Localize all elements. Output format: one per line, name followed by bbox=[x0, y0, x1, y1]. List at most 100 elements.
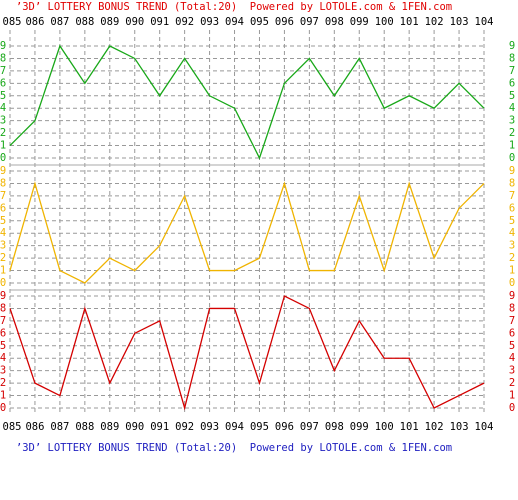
y-tick-label-right: 0 bbox=[509, 402, 515, 414]
x-tick-label-top: 088 bbox=[75, 16, 94, 28]
x-tick-label-top: 089 bbox=[100, 16, 119, 28]
x-tick-label-bottom: 095 bbox=[250, 421, 269, 433]
x-tick-label-bottom: 089 bbox=[100, 421, 119, 433]
y-tick-label-left: 8 bbox=[0, 177, 6, 189]
y-tick-label-right: 6 bbox=[509, 77, 515, 89]
x-tick-label-top: 097 bbox=[300, 16, 319, 28]
y-tick-label-left: 5 bbox=[0, 90, 6, 102]
x-tick-label-bottom: 103 bbox=[450, 421, 469, 433]
y-tick-label-left: 2 bbox=[0, 252, 6, 264]
x-tick-label-top: 091 bbox=[150, 16, 169, 28]
y-tick-label-left: 3 bbox=[0, 240, 6, 252]
y-tick-label-left: 0 bbox=[0, 402, 6, 414]
y-tick-label-right: 3 bbox=[509, 365, 515, 377]
x-tick-label-top: 095 bbox=[250, 16, 269, 28]
x-tick-label-top: 086 bbox=[25, 16, 44, 28]
y-tick-label-left: 6 bbox=[0, 327, 6, 339]
x-tick-label-top: 102 bbox=[425, 16, 444, 28]
y-tick-label-right: 0 bbox=[509, 277, 515, 289]
x-tick-label-bottom: 092 bbox=[175, 421, 194, 433]
y-tick-label-right: 9 bbox=[509, 165, 515, 177]
x-tick-label-bottom: 100 bbox=[375, 421, 394, 433]
y-tick-label-right: 2 bbox=[509, 377, 515, 389]
x-tick-label-bottom: 093 bbox=[200, 421, 219, 433]
y-tick-label-right: 5 bbox=[509, 215, 515, 227]
y-tick-label-right: 4 bbox=[509, 352, 515, 364]
x-tick-label-bottom: 085 bbox=[3, 421, 22, 433]
x-tick-label-bottom: 101 bbox=[400, 421, 419, 433]
y-tick-label-left: 5 bbox=[0, 340, 6, 352]
y-tick-label-right: 7 bbox=[509, 65, 515, 77]
x-tick-label-bottom: 099 bbox=[350, 421, 369, 433]
y-tick-label-left: 5 bbox=[0, 215, 6, 227]
y-tick-label-left: 7 bbox=[0, 315, 6, 327]
y-tick-label-left: 9 bbox=[0, 40, 6, 52]
y-tick-label-left: 6 bbox=[0, 77, 6, 89]
y-tick-label-left: 2 bbox=[0, 377, 6, 389]
y-tick-label-left: 4 bbox=[0, 227, 6, 239]
x-tick-label-top: 093 bbox=[200, 16, 219, 28]
y-tick-label-right: 8 bbox=[509, 52, 515, 64]
x-tick-label-bottom: 087 bbox=[50, 421, 69, 433]
x-tick-label-top: 087 bbox=[50, 16, 69, 28]
y-tick-label-left: 0 bbox=[0, 277, 6, 289]
x-tick-label-bottom: 088 bbox=[75, 421, 94, 433]
y-tick-label-right: 1 bbox=[509, 390, 515, 402]
y-tick-label-right: 5 bbox=[509, 340, 515, 352]
y-tick-label-right: 1 bbox=[509, 140, 515, 152]
y-tick-label-right: 5 bbox=[509, 90, 515, 102]
y-tick-label-left: 2 bbox=[0, 127, 6, 139]
y-tick-label-left: 0 bbox=[0, 152, 6, 164]
x-tick-label-bottom: 097 bbox=[300, 421, 319, 433]
y-tick-label-right: 2 bbox=[509, 252, 515, 264]
x-tick-label-top: 090 bbox=[125, 16, 144, 28]
y-tick-label-right: 2 bbox=[509, 127, 515, 139]
x-tick-label-bottom: 094 bbox=[225, 421, 244, 433]
x-tick-label-bottom: 090 bbox=[125, 421, 144, 433]
series-line bbox=[9, 181, 485, 284]
y-tick-label-right: 8 bbox=[509, 177, 515, 189]
x-tick-label-bottom: 091 bbox=[150, 421, 169, 433]
y-tick-label-right: 9 bbox=[509, 290, 515, 302]
x-tick-label-bottom: 104 bbox=[475, 421, 494, 433]
y-tick-label-left: 9 bbox=[0, 165, 6, 177]
y-tick-label-right: 4 bbox=[509, 102, 515, 114]
plot-area: 0850850860860870870880880890890900900910… bbox=[0, 16, 515, 433]
y-tick-label-left: 9 bbox=[0, 290, 6, 302]
y-tick-label-left: 7 bbox=[0, 190, 6, 202]
x-tick-label-top: 104 bbox=[475, 16, 494, 28]
y-tick-label-left: 1 bbox=[0, 390, 6, 402]
y-tick-label-left: 1 bbox=[0, 140, 6, 152]
y-tick-label-right: 6 bbox=[509, 327, 515, 339]
y-tick-label-right: 4 bbox=[509, 227, 515, 239]
y-tick-label-left: 3 bbox=[0, 115, 6, 127]
x-tick-label-bottom: 102 bbox=[425, 421, 444, 433]
x-tick-label-top: 100 bbox=[375, 16, 394, 28]
y-tick-label-left: 6 bbox=[0, 202, 6, 214]
x-tick-label-top: 094 bbox=[225, 16, 244, 28]
y-tick-label-right: 7 bbox=[509, 190, 515, 202]
y-tick-label-right: 8 bbox=[509, 302, 515, 314]
y-tick-label-left: 4 bbox=[0, 102, 6, 114]
y-tick-label-right: 1 bbox=[509, 265, 515, 277]
x-tick-label-bottom: 098 bbox=[325, 421, 344, 433]
x-tick-label-top: 092 bbox=[175, 16, 194, 28]
x-tick-label-bottom: 096 bbox=[275, 421, 294, 433]
y-tick-label-right: 7 bbox=[509, 315, 515, 327]
y-tick-label-left: 7 bbox=[0, 65, 6, 77]
y-tick-label-right: 0 bbox=[509, 152, 515, 164]
y-tick-label-left: 3 bbox=[0, 365, 6, 377]
y-tick-label-right: 9 bbox=[509, 40, 515, 52]
x-tick-label-top: 098 bbox=[325, 16, 344, 28]
y-tick-label-left: 4 bbox=[0, 352, 6, 364]
chart-footer-title: ’3D’ LOTTERY BONUS TREND (Total:20) Powe… bbox=[16, 442, 452, 454]
x-tick-label-top: 103 bbox=[450, 16, 469, 28]
x-tick-label-bottom: 086 bbox=[25, 421, 44, 433]
y-tick-label-right: 6 bbox=[509, 202, 515, 214]
chart-title: ’3D’ LOTTERY BONUS TREND (Total:20) Powe… bbox=[16, 1, 452, 13]
y-tick-label-left: 1 bbox=[0, 265, 6, 277]
series-line bbox=[9, 295, 485, 411]
x-tick-label-top: 099 bbox=[350, 16, 369, 28]
